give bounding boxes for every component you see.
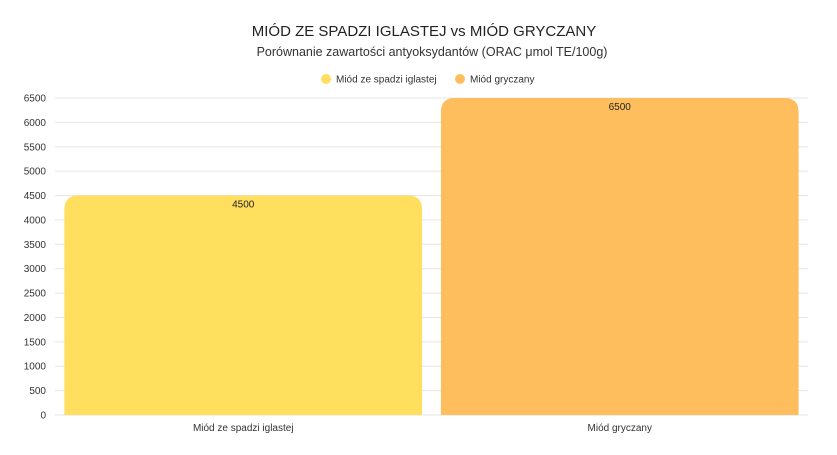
y-tick-label: 2000 [24, 313, 47, 324]
y-tick-label: 3000 [24, 264, 47, 275]
legend-swatch-series-1 [321, 74, 331, 84]
data-label: 6500 [609, 102, 632, 113]
bars: 4500 6500 [64, 98, 799, 415]
y-tick-label: 0 [40, 411, 46, 422]
legend-label-series-2: Miód gryczany [470, 75, 534, 86]
x-tick-label: Miód ze spadzi iglastej [193, 423, 294, 434]
y-tick-label: 6000 [24, 118, 47, 129]
y-tick-label: 500 [29, 386, 46, 397]
x-axis: Miód ze spadzi iglastej Miód gryczany [193, 423, 652, 434]
y-axis: 0 500 1000 1500 2000 2500 3000 3500 4000 4500 5000… [24, 94, 47, 422]
chart-subtitle: Porównanie zawartości antyoksydantów (OR… [257, 45, 608, 59]
legend-swatch-series-2 [455, 74, 465, 84]
y-tick-label: 6500 [24, 94, 47, 105]
y-tick-label: 5000 [24, 167, 47, 178]
y-tick-label: 3500 [24, 240, 47, 251]
y-tick-label: 1000 [24, 362, 47, 373]
chart-title: MIÓD ZE SPADZI IGLASTEJ vs MIÓD GRYCZANY [252, 23, 597, 40]
x-tick-label: Miód gryczany [588, 423, 652, 434]
y-tick-label: 1500 [24, 337, 47, 348]
y-tick-label: 2500 [24, 289, 47, 300]
data-label: 4500 [232, 200, 255, 211]
bar-2 [440, 98, 799, 415]
bar-1 [64, 195, 423, 415]
legend-label-series-1: Miód ze spadzi iglastej [336, 75, 437, 86]
y-tick-label: 4000 [24, 215, 47, 226]
y-tick-label: 4500 [24, 191, 47, 202]
legend: Miód ze spadzi iglastej Miód gryczany [321, 74, 534, 86]
y-tick-label: 5500 [24, 142, 47, 153]
